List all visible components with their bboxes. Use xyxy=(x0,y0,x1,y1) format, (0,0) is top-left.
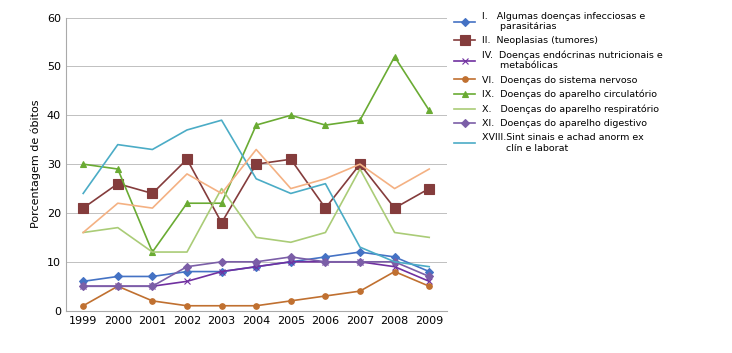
Legend: I.   Algumas doenças infecciosas e
      parasitárias, II.  Neoplasias (tumores): I. Algumas doenças infecciosas e parasit… xyxy=(454,12,663,153)
Y-axis label: Porcentagem de óbitos: Porcentagem de óbitos xyxy=(31,100,41,228)
